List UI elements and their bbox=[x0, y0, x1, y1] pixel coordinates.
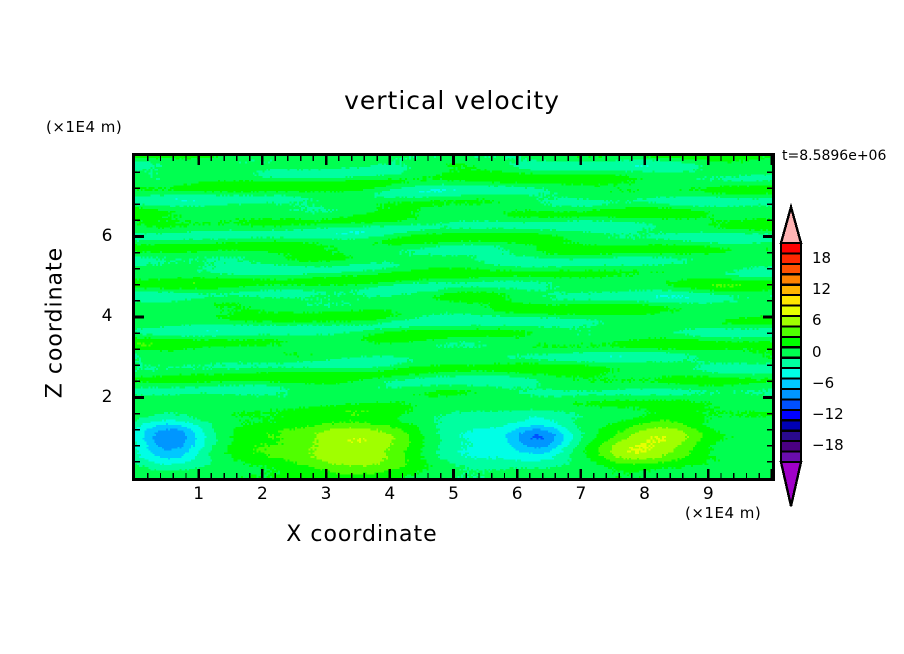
x-tick-label: 1 bbox=[193, 484, 205, 504]
x-tick-label: 4 bbox=[384, 484, 396, 504]
y-tick-label: 2 bbox=[101, 386, 113, 407]
timestamp-label: t=8.5896e+06 bbox=[782, 148, 887, 164]
plot-title: vertical velocity bbox=[344, 86, 560, 115]
y-tick-label: 6 bbox=[101, 225, 113, 246]
y-axis-title: Z coordinate bbox=[42, 246, 68, 399]
colorbar-tick-label: 12 bbox=[812, 279, 832, 298]
colorbar-tick-label: −18 bbox=[812, 436, 844, 455]
colorbar-tick-label: −6 bbox=[812, 373, 835, 392]
colorbar-tick-label: 18 bbox=[812, 248, 832, 267]
x-tick-label: 6 bbox=[511, 484, 523, 504]
x-tick-label: 9 bbox=[702, 484, 714, 504]
x-axis-title: X coordinate bbox=[286, 522, 438, 547]
x-tick-label: 5 bbox=[448, 484, 459, 504]
y-tick-label: 4 bbox=[101, 306, 113, 326]
x-tick-label: 2 bbox=[256, 484, 268, 504]
y-axis-unit-label: (×1E4 m) bbox=[46, 118, 123, 136]
colorbar-tick-label: 6 bbox=[812, 311, 822, 330]
x-tick-label: 7 bbox=[575, 484, 587, 504]
colorbar-tick-label: −12 bbox=[812, 405, 844, 424]
x-tick-label: 8 bbox=[639, 484, 650, 504]
x-axis-unit-label: (×1E4 m) bbox=[685, 504, 762, 522]
colorbar-tick-label: 0 bbox=[812, 342, 822, 361]
x-tick-label: 3 bbox=[320, 484, 332, 504]
